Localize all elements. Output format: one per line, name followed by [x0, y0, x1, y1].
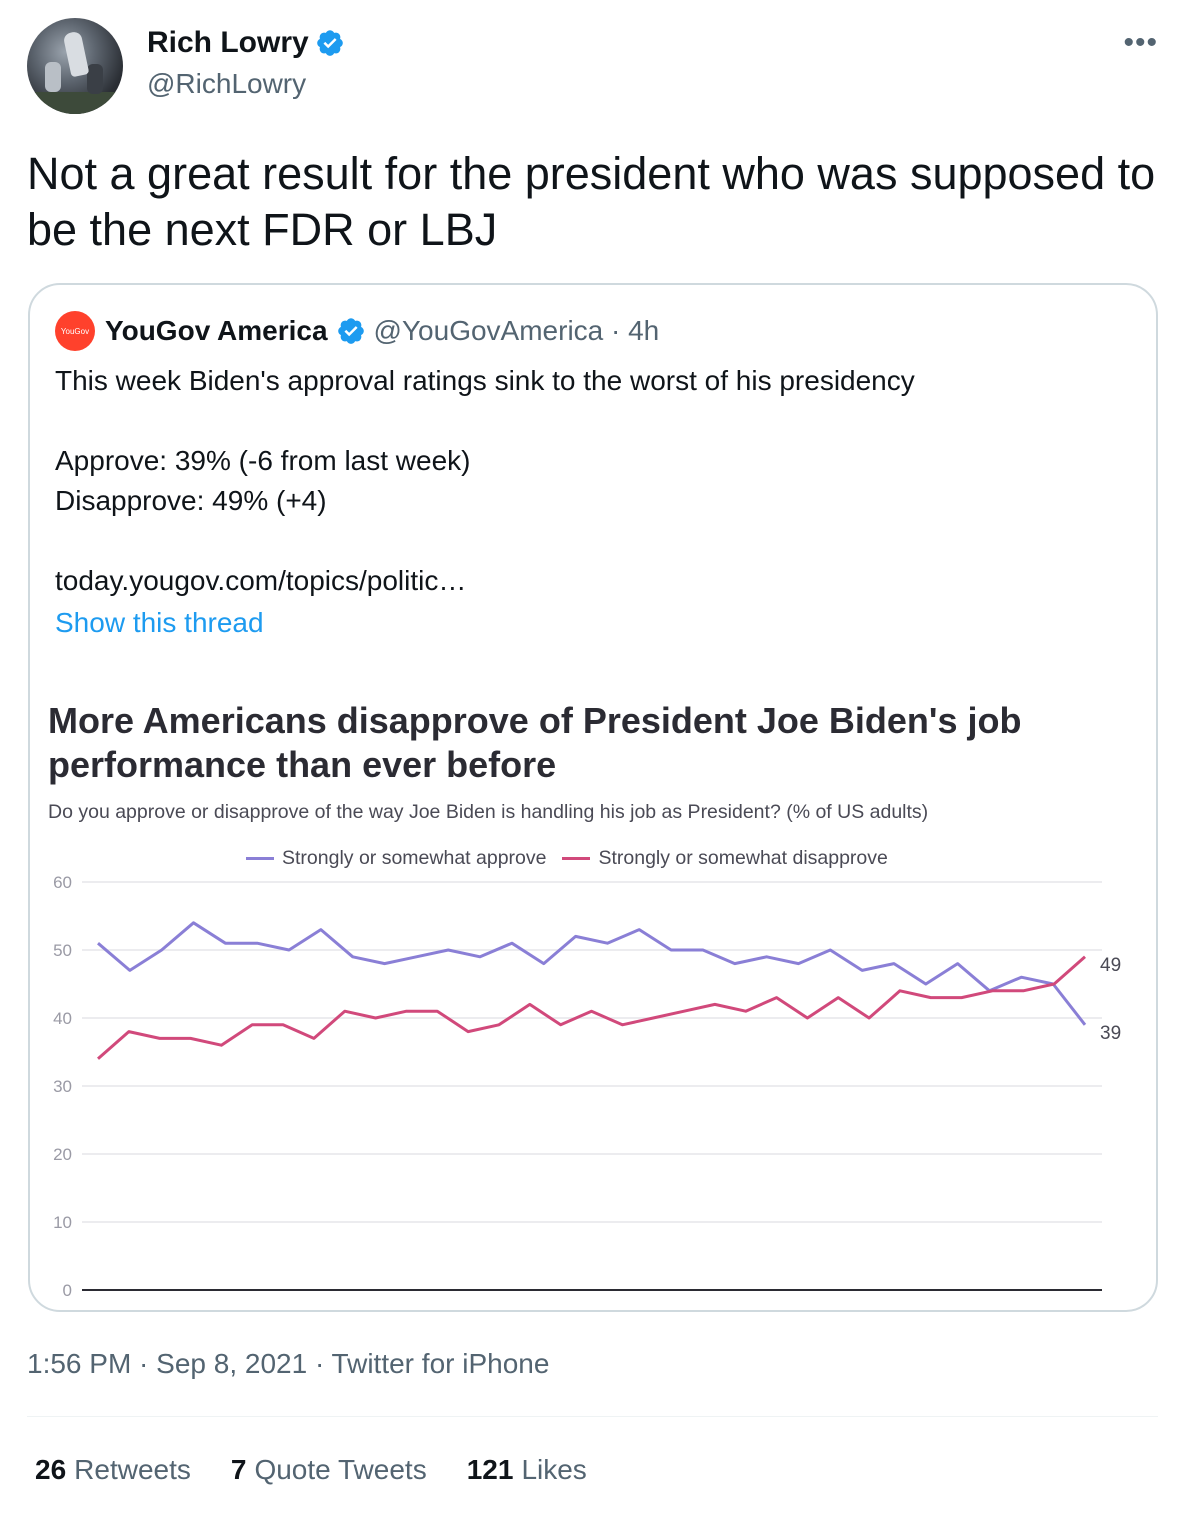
- yougov-logo: YouGov: [55, 311, 95, 351]
- legend-swatch: [246, 857, 274, 860]
- legend-label: Strongly or somewhat disapprove: [598, 847, 888, 869]
- y-tick-label: 40: [53, 1009, 72, 1028]
- legend-item: Strongly or somewhat approve: [246, 847, 546, 870]
- quote-tweets-stat[interactable]: 7 Quote Tweets: [231, 1454, 427, 1486]
- y-tick-label: 0: [63, 1281, 72, 1300]
- end-value-label: 49: [1100, 955, 1121, 976]
- likes-label: Likes: [521, 1454, 587, 1485]
- show-thread-link[interactable]: Show this thread: [55, 607, 264, 638]
- end-value-label: 39: [1100, 1023, 1121, 1044]
- quote-header: YouGov YouGov America @YouGovAmerica · 4…: [55, 311, 659, 351]
- series-line: [97, 955, 1086, 1060]
- more-options-icon[interactable]: •••: [1123, 26, 1158, 59]
- quote-link[interactable]: today.yougov.com/topics/politic…: [55, 565, 467, 596]
- quote-line: Disapprove: 49% (+4): [55, 485, 327, 516]
- verified-badge-icon: [316, 30, 343, 56]
- legend-item: Strongly or somewhat disapprove: [562, 847, 888, 870]
- tweet-timestamp[interactable]: 1:56 PM · Sep 8, 2021 · Twitter for iPho…: [27, 1348, 550, 1379]
- author-name[interactable]: Rich Lowry: [147, 26, 309, 59]
- avatar-figure: [62, 30, 90, 78]
- retweets-label: Retweets: [74, 1454, 191, 1485]
- tweet-stats: 26 Retweets 7 Quote Tweets 121 Likes: [35, 1454, 587, 1486]
- quote-author-name: YouGov America: [105, 315, 328, 346]
- chart-legend: Strongly or somewhat approve Strongly or…: [246, 847, 904, 870]
- author-name-row: Rich Lowry: [147, 26, 345, 60]
- quote-text: This week Biden's approval ratings sink …: [55, 361, 1135, 601]
- y-tick-label: 30: [53, 1077, 72, 1096]
- likes-stat[interactable]: 121 Likes: [467, 1454, 587, 1486]
- avatar-figure: [87, 64, 103, 94]
- y-tick-label: 10: [53, 1213, 72, 1232]
- retweets-count: 26: [35, 1454, 67, 1485]
- line-chart: 0 10 20 30 40 50 60 39 49: [53, 873, 1121, 1300]
- chart-image[interactable]: More Americans disapprove of President J…: [30, 677, 1156, 1310]
- likes-count: 121: [466, 1454, 514, 1485]
- tweet-text: Not a great result for the president who…: [27, 148, 1156, 255]
- verified-badge-icon: [337, 318, 364, 344]
- series-line: [97, 921, 1087, 1026]
- avatar[interactable]: [27, 18, 123, 114]
- legend-swatch: [562, 857, 591, 860]
- quote-tweet-card[interactable]: YouGov YouGov America @YouGovAmerica · 4…: [28, 283, 1158, 1312]
- y-tick-label: 20: [53, 1145, 72, 1164]
- divider: [27, 1416, 1158, 1417]
- quote-author-handle: @YouGovAmerica · 4h: [373, 315, 660, 346]
- avatar-figure: [45, 62, 61, 92]
- tweet-header: Rich Lowry @RichLowry •••: [27, 18, 1162, 114]
- quote-line: This week Biden's approval ratings sink …: [55, 365, 915, 396]
- retweets-stat[interactable]: 26 Retweets: [35, 1454, 191, 1486]
- chart-subtitle: Do you approve or disapprove of the way …: [48, 801, 929, 823]
- y-tick-label: 50: [53, 941, 72, 960]
- legend-label: Strongly or somewhat approve: [282, 847, 547, 869]
- author-handle[interactable]: @RichLowry: [147, 68, 307, 99]
- y-tick-label: 60: [53, 873, 72, 892]
- chart-title: More Americans disapprove of President J…: [48, 700, 1022, 785]
- quote-line: Approve: 39% (-6 from last week): [55, 445, 471, 476]
- avatar-field: [27, 92, 123, 114]
- quote-tweets-label: Quote Tweets: [254, 1454, 427, 1485]
- quote-tweets-count: 7: [230, 1454, 247, 1485]
